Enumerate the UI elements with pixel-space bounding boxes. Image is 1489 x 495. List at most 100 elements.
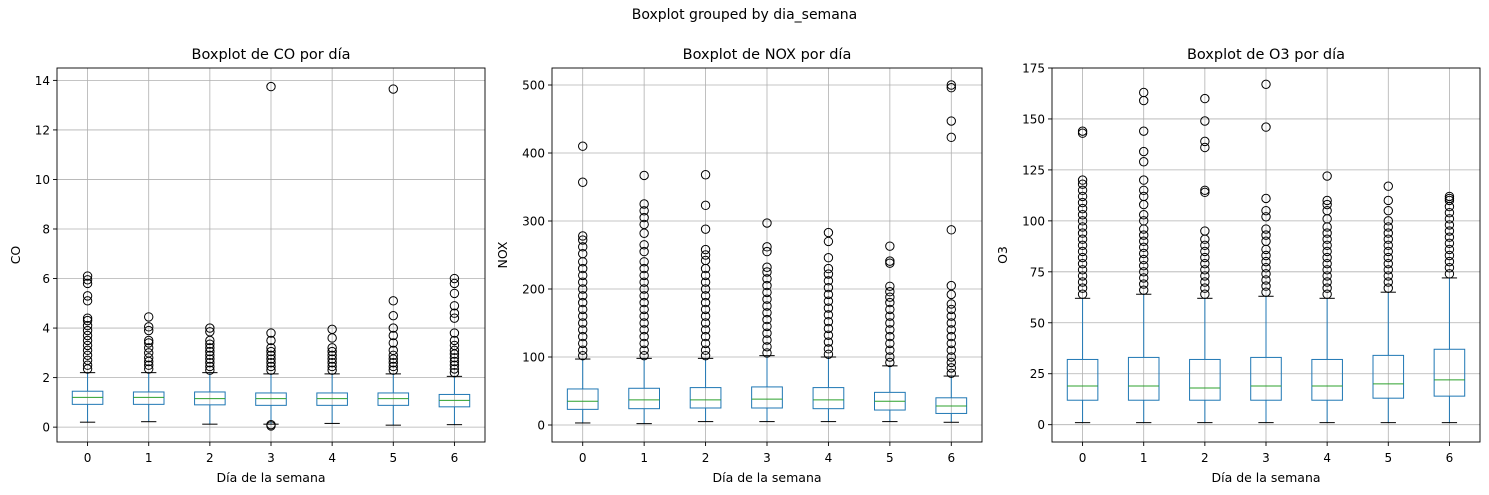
outlier-point [700,250,711,260]
outlier-point [578,318,588,328]
outlier-point [578,338,588,349]
outlier-point [700,200,711,211]
outlier-point [700,284,711,294]
outlier-point [449,308,460,318]
box-3 [751,218,783,423]
outlier-point [946,325,956,335]
outlier-point [762,274,772,284]
outlier-point [449,335,460,346]
box-4 [812,227,845,423]
outlier-point [823,323,834,334]
outlier-point [1261,212,1271,222]
outlier-point [1261,205,1271,216]
box-0 [71,271,104,423]
outlier-point [1383,195,1393,206]
outlier-point [885,325,895,335]
y-tick-label: 400 [522,147,545,161]
outlier-point [762,308,772,318]
outlier-point [1322,240,1332,251]
x-tick-label: 6 [1446,451,1454,465]
box-1 [132,312,165,423]
outlier-point [1444,226,1455,236]
outlier-point [1322,289,1332,299]
outlier-point [1139,157,1149,167]
x-tick-label: 3 [267,451,275,465]
outlier-point [823,269,834,279]
outlier-point [1322,252,1332,263]
outlier-point [578,235,588,245]
outlier-point [1261,79,1271,90]
outlier-point [885,297,895,308]
y-tick-label: 12 [35,123,50,137]
outlier-point [327,350,337,361]
iqr-box [1433,348,1466,397]
outlier-point [1077,271,1088,281]
outlier-point [1444,250,1455,261]
outlier-point [1322,171,1332,181]
outlier-point [1200,265,1210,275]
outlier-point [1322,271,1332,281]
outlier-point [700,345,711,355]
outlier-point [1077,283,1088,293]
outlier-point [1383,234,1393,244]
outlier-point [266,419,276,430]
outlier-point [1322,258,1332,269]
outlier-point [1200,93,1210,104]
x-tick-label: 6 [947,451,955,465]
outlier-point [823,316,834,327]
outlier-point [1077,246,1088,257]
outlier-point [823,344,834,354]
iqr-box [812,387,845,410]
outlier-point [762,242,772,252]
x-tick-label: 4 [1323,451,1331,465]
outlier-point [578,248,588,259]
x-tick-label: 6 [451,451,459,465]
outlier-point [1139,273,1149,283]
outlier-point [885,318,895,328]
outlier-point [1077,277,1088,287]
outlier-point [762,321,772,332]
outlier-point [885,287,895,297]
outlier-point [1444,244,1455,255]
outlier-point [144,364,154,374]
iqr-box [689,387,722,409]
outlier-point [1139,216,1149,226]
outlier-point [1444,191,1455,202]
outlier-point [1322,228,1332,238]
outlier-point [885,304,895,315]
outlier-point [823,310,834,320]
outlier-point [82,271,93,281]
outlier-point [946,357,956,368]
outlier-point [266,354,276,364]
outlier-point [1077,203,1088,214]
y-tick-label: 8 [42,222,50,236]
outlier-point [1200,116,1210,126]
x-tick-label: 2 [206,451,214,465]
outlier-point [327,324,337,335]
outlier-point [1139,242,1149,253]
outlier-point [266,328,276,338]
outlier-point [1383,271,1393,281]
outlier-point [1200,240,1210,251]
outlier-point [639,318,649,328]
outlier-point [885,292,895,302]
outlier-point [1077,126,1088,136]
outlier-point [823,253,834,263]
box-6 [935,80,968,423]
outlier-point [1139,230,1149,240]
outlier-point [266,335,276,346]
outlier-point [449,313,460,323]
outlier-point [639,270,649,281]
outlier-point [946,83,956,93]
outlier-point [639,257,649,267]
outlier-point [946,280,956,291]
box-3 [1250,79,1282,424]
outlier-point [1200,283,1210,293]
box-2 [689,170,722,423]
outlier-point [762,314,772,325]
outlier-point [82,275,93,285]
outlier-point [1200,252,1210,263]
outlier-point [578,331,588,342]
outlier-point [1444,232,1455,242]
outlier-point [266,81,276,92]
